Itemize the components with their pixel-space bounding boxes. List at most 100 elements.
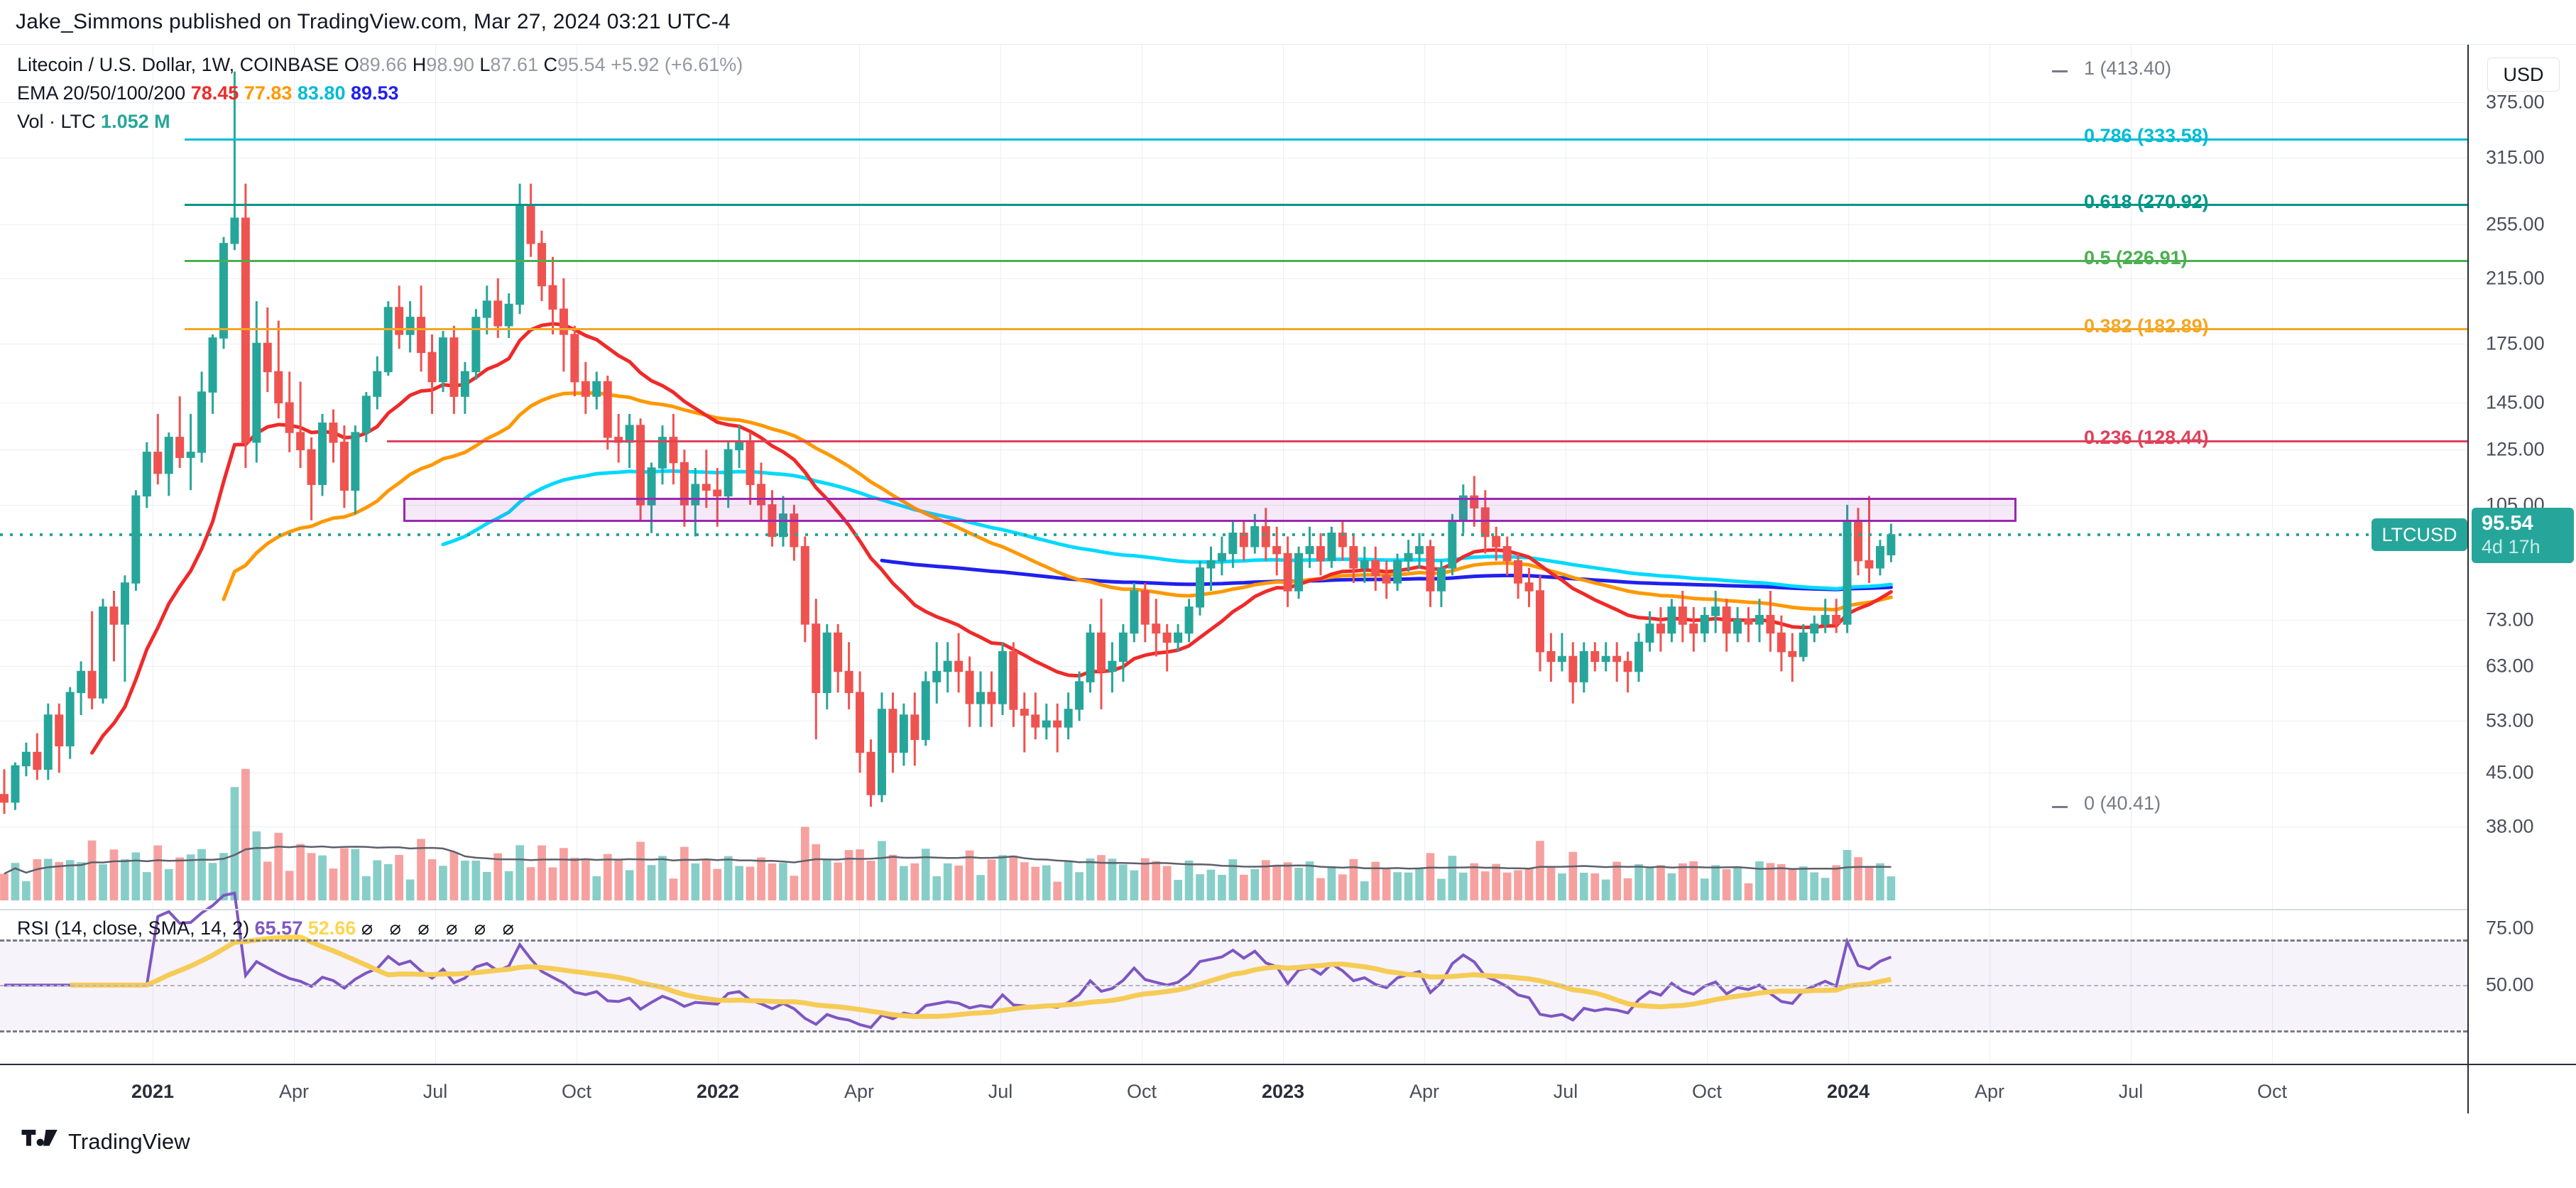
gridline-vertical xyxy=(2272,45,2273,1064)
volume-bars xyxy=(0,768,1896,901)
fib-level-line[interactable] xyxy=(185,260,2467,263)
fib-level-tick xyxy=(2052,204,2068,207)
rsi-legend-title: RSI (14, close, SMA, 14, 2) xyxy=(17,917,250,939)
gridline-horizontal xyxy=(0,449,2467,451)
time-axis[interactable]: 2021 Apr Jul Oct 2022 Apr Jul Oct 2023 Apr Jul Oct 2… xyxy=(0,1064,2576,1115)
rsi-legend[interactable]: RSI (14, close, SMA, 14, 2) 65.57 52.66 … xyxy=(17,917,520,939)
price-tick-label: 125.00 xyxy=(2486,438,2545,460)
date-tick-label: Oct xyxy=(1691,1081,1723,1102)
price-tick-label: 45.00 xyxy=(2486,761,2534,783)
rsi-tick-label: 75.00 xyxy=(2486,917,2534,939)
price-tick-label: 375.00 xyxy=(2486,91,2545,113)
price-axis[interactable]: USD 375.00 315.00 255.00 215.00 175.00 145.00… xyxy=(2467,45,2576,1064)
gridline-vertical xyxy=(1424,45,1425,1064)
price-tick-label: 175.00 xyxy=(2486,332,2545,354)
date-tick-label: 2023 xyxy=(1261,1081,1305,1102)
candlestick-series xyxy=(0,71,1896,814)
fib-level-tick xyxy=(2052,138,2068,141)
rsi-legend-value: 65.57 xyxy=(254,917,303,939)
ema-50-line xyxy=(222,391,1893,612)
symbol-price-tag[interactable]: LTCUSD xyxy=(2372,518,2467,551)
rsi-midline xyxy=(0,985,2467,987)
date-tick-label: Apr xyxy=(844,1081,875,1102)
rsi-overbought-line xyxy=(0,939,2467,942)
fib-level-line[interactable] xyxy=(185,138,2467,141)
gridline-vertical xyxy=(2131,45,2132,1064)
date-tick-label: Apr xyxy=(1974,1081,2005,1102)
fib-level-label[interactable]: 0.5 (226.91) xyxy=(2084,246,2188,268)
rsi-pane-separator xyxy=(0,909,2467,910)
price-tick-label: 315.00 xyxy=(2486,146,2545,168)
tradingview-logo[interactable]: TradingView xyxy=(21,1129,190,1155)
fib-level-label[interactable]: 0 (40.41) xyxy=(2084,792,2161,814)
date-tick-label: 2022 xyxy=(696,1081,740,1102)
date-tick-label: Oct xyxy=(2256,1081,2288,1102)
tradingview-wordmark: TradingView xyxy=(68,1129,190,1154)
gridline-horizontal xyxy=(0,666,2467,667)
gridline-vertical xyxy=(1000,45,1001,1064)
resistance-zone-rectangle[interactable] xyxy=(403,497,2016,522)
header-divider xyxy=(0,44,2576,45)
tradingview-mark-icon xyxy=(21,1130,58,1146)
currency-label[interactable]: USD xyxy=(2487,58,2560,92)
bar-countdown: 4d 17h xyxy=(2482,536,2540,557)
date-tick-label: Apr xyxy=(1409,1081,1440,1102)
rsi-tick-label: 50.00 xyxy=(2486,974,2534,996)
gridline-horizontal xyxy=(0,224,2467,225)
gridline-vertical xyxy=(1283,45,1284,1064)
rsi-line xyxy=(4,891,1892,1030)
gridline-vertical xyxy=(718,45,719,1064)
volume-ma-line xyxy=(4,845,1892,875)
fib-level-line[interactable] xyxy=(185,204,2467,207)
fib-level-tick xyxy=(2052,70,2068,73)
gridline-horizontal xyxy=(0,102,2467,104)
date-tick-label: Jul xyxy=(1553,1081,1578,1102)
date-tick-label: 2021 xyxy=(131,1081,175,1102)
gridline-vertical xyxy=(294,45,295,1064)
fib-level-label[interactable]: 0.236 (128.44) xyxy=(2084,427,2209,449)
date-tick-label: Jul xyxy=(988,1081,1013,1102)
fib-level-line[interactable] xyxy=(387,440,2467,442)
axis-corner-divider xyxy=(2467,1065,2469,1115)
current-price-badge[interactable]: 95.54 4d 17h xyxy=(2472,508,2574,563)
fib-level-tick xyxy=(2052,260,2068,263)
rsi-sma-line xyxy=(70,934,1892,1019)
gridline-vertical xyxy=(859,45,860,1064)
date-tick-label: Jul xyxy=(2118,1081,2144,1102)
gridline-horizontal xyxy=(0,619,2467,621)
fib-level-tick xyxy=(2052,805,2068,808)
gridline-horizontal xyxy=(0,504,2467,506)
fib-level-tick xyxy=(2052,440,2068,442)
fib-level-line[interactable] xyxy=(185,328,2467,331)
fib-level-tick xyxy=(2052,328,2068,331)
price-tick-label: 73.00 xyxy=(2486,609,2534,631)
fib-level-label[interactable]: 0.618 (270.92) xyxy=(2084,190,2209,212)
rsi-empty-slots: ⌀ ⌀ ⌀ ⌀ ⌀ ⌀ xyxy=(361,917,520,939)
rsi-range-band xyxy=(0,939,2467,1030)
fib-level-label[interactable]: 0.786 (333.58) xyxy=(2084,125,2209,147)
rsi-sma-value: 52.66 xyxy=(307,917,356,939)
gridline-horizontal xyxy=(0,278,2467,279)
fib-level-label[interactable]: 0.382 (182.89) xyxy=(2084,315,2209,337)
price-tick-label: 53.00 xyxy=(2486,709,2534,731)
fib-level-label[interactable]: 1 (413.40) xyxy=(2084,57,2172,79)
price-tick-label: 215.00 xyxy=(2486,267,2545,289)
price-tick-label: 145.00 xyxy=(2486,391,2545,413)
date-tick-label: Apr xyxy=(278,1081,310,1102)
ema-20-line xyxy=(90,322,1893,755)
date-tick-label: Jul xyxy=(422,1081,448,1102)
price-tick-label: 255.00 xyxy=(2486,213,2545,235)
gridline-vertical xyxy=(1707,45,1708,1064)
date-tick-label: Oct xyxy=(1126,1081,1157,1102)
footer: TradingView xyxy=(0,1113,2576,1188)
gridline-vertical xyxy=(435,45,436,1064)
date-tick-label: Oct xyxy=(561,1081,592,1102)
attribution-text: Jake_Simmons published on TradingView.co… xyxy=(16,10,731,33)
ema-100-line xyxy=(441,469,1893,591)
rsi-oversold-line xyxy=(0,1030,2467,1033)
price-tick-label: 38.00 xyxy=(2486,815,2534,836)
price-tick-label: 63.00 xyxy=(2486,655,2534,677)
current-price-value: 95.54 xyxy=(2482,512,2533,535)
chart-plot-area[interactable]: 1 (413.40) 0.786 (333.58) 0.618 (270.92) 0.… xyxy=(0,45,2467,1064)
